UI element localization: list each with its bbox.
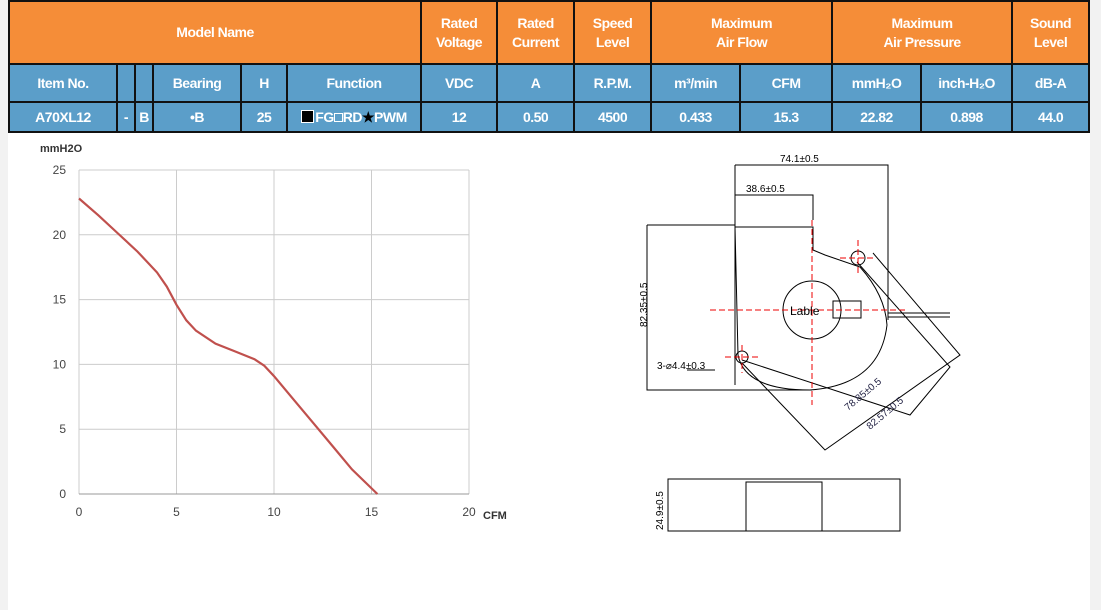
x-tick-label: 5 — [173, 505, 180, 519]
header-sound-level: Sound Level — [1011, 0, 1091, 65]
dim-outlet: 38.6±0.5 — [746, 184, 785, 195]
cell-rpm: 4500 — [573, 101, 653, 133]
dim-holes: 3-⌀4.4±0.3 — [657, 361, 706, 372]
unit-item-no: Item No. — [8, 63, 118, 103]
spec-table: Model Name Rated Voltage Rated Current Spe… — [7, 0, 1091, 133]
unit-dba: dB-A — [1011, 63, 1091, 103]
header-max-air-pressure: Maximum Air Pressure — [831, 0, 1014, 65]
cell-a: 0.50 — [496, 101, 576, 133]
unit-h: H — [240, 63, 288, 103]
unit-a: A — [496, 63, 576, 103]
cell-m3min: 0.433 — [650, 101, 742, 133]
unit-cfm: CFM — [739, 63, 834, 103]
header-rated-current: Rated Current — [496, 0, 576, 65]
unchecked-box-icon — [333, 112, 343, 122]
unit-mmh2o: mmH₂O — [831, 63, 923, 103]
cell-cfm: 15.3 — [739, 101, 834, 133]
y-axis-label: mmH2O — [40, 143, 83, 155]
header-rated-voltage: Rated Voltage — [420, 0, 499, 65]
unit-bearing: Bearing — [152, 63, 242, 103]
table-row: A70XL12 - B •B 25 FG RD★PWM 12 0.50 4500 … — [8, 101, 1091, 133]
dim-width: 74.1±0.5 — [780, 154, 819, 165]
dim-diag2: 82.57±0.5 — [865, 395, 906, 432]
unit-m3min: m³/min — [650, 63, 742, 103]
cell-item-no: A70XL12 — [8, 101, 118, 133]
cell-bearing: •B — [152, 101, 242, 133]
y-tick-label: 5 — [59, 422, 66, 436]
unit-blank — [134, 63, 154, 103]
series-line — [78, 197, 379, 495]
y-tick-label: 0 — [59, 487, 66, 501]
unit-function: Function — [285, 63, 423, 103]
pq-chart: 0 5 10 15 20 0 5 10 15 20 25 mmH2O CFM — [40, 143, 507, 522]
dim-height: 82.35±0.5 — [639, 282, 650, 327]
y-tick-label: 20 — [53, 228, 67, 242]
label-text: Lable — [790, 304, 820, 318]
y-tick-label: 15 — [53, 293, 67, 307]
unit-vdc: VDC — [420, 63, 499, 103]
dim-thickness: 24.9±0.5 — [655, 491, 666, 530]
star-icon: ★ — [361, 108, 375, 125]
y-tick-label: 10 — [53, 357, 67, 371]
header-max-air-flow: Maximum Air Flow — [650, 0, 834, 65]
cell-inchh2o: 0.898 — [920, 101, 1014, 133]
cell-mmh2o: 22.82 — [831, 101, 923, 133]
dimension-drawing: 74.1±0.5 38.6±0.5 82.35±0.5 3-⌀4.4±0.3 L… — [639, 154, 961, 532]
header-model-name: Model Name — [7, 0, 423, 65]
y-tick-label: 25 — [53, 163, 67, 177]
cell-h: 25 — [240, 101, 288, 133]
cell-dba: 44.0 — [1011, 101, 1091, 133]
cell-function: FG RD★PWM — [285, 101, 423, 133]
x-tick-label: 0 — [76, 505, 83, 519]
unit-blank — [116, 63, 136, 103]
x-tick-label: 20 — [462, 505, 476, 519]
unit-inchh2o: inch-H₂O — [920, 63, 1014, 103]
cell-vdc: 12 — [420, 101, 499, 133]
unit-rpm: R.P.M. — [573, 63, 653, 103]
cell-b: B — [134, 101, 154, 133]
x-tick-label: 15 — [365, 505, 379, 519]
x-axis-label: CFM — [483, 510, 507, 522]
checked-box-icon — [301, 109, 315, 123]
cell-dash: - — [116, 101, 136, 133]
header-speed-level: Speed Level — [573, 0, 653, 65]
x-tick-label: 10 — [267, 505, 281, 519]
